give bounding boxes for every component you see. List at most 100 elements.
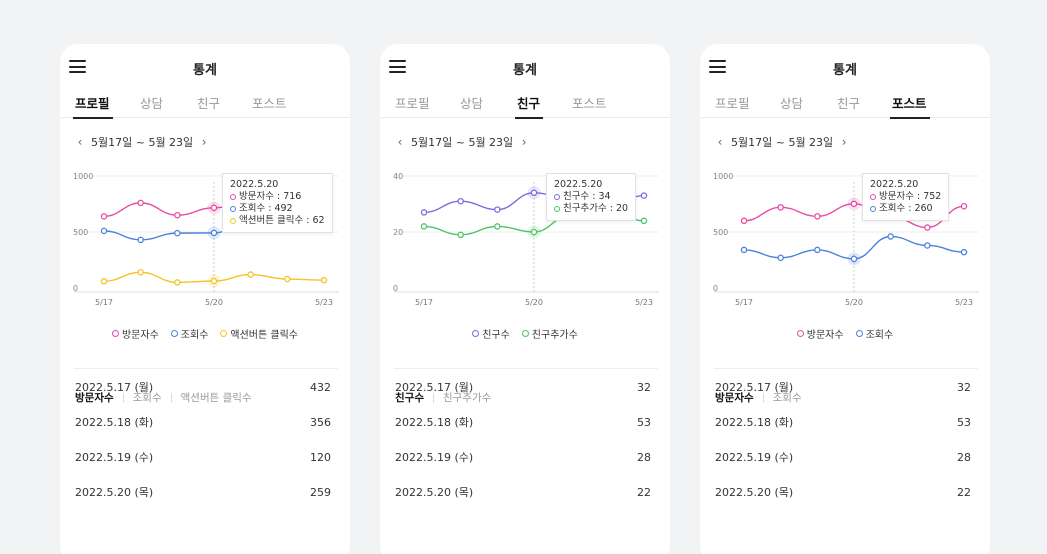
list-item[interactable]: 2022.5.20 (목) 22 — [715, 482, 971, 502]
hamburger-menu-icon[interactable] — [69, 60, 86, 73]
row-date: 2022.5.18 (화) — [715, 416, 794, 429]
data-point[interactable] — [640, 192, 648, 199]
y-tick-label: 40 — [393, 172, 403, 181]
data-point[interactable] — [137, 236, 144, 244]
tab-3[interactable]: 포스트 — [892, 96, 927, 111]
chevron-left-icon[interactable]: ‹ — [77, 135, 83, 149]
data-point[interactable] — [174, 211, 181, 219]
data-point[interactable] — [420, 209, 428, 216]
tab-3[interactable]: 포스트 — [572, 96, 607, 111]
data-point[interactable] — [494, 206, 501, 213]
data-point[interactable] — [924, 224, 931, 231]
data-point[interactable] — [174, 229, 181, 237]
legend-dot-icon — [855, 330, 863, 337]
data-point[interactable] — [420, 223, 428, 230]
legend-item[interactable]: 친구수 — [472, 326, 510, 341]
data-point[interactable] — [137, 269, 144, 276]
subtab-0[interactable]: 방문자수 — [715, 392, 754, 404]
data-point[interactable] — [850, 255, 858, 263]
legend-item[interactable]: 방문자수 — [111, 326, 159, 341]
subtab-1[interactable]: 조회수 — [772, 392, 802, 404]
tab-0[interactable]: 프로필 — [75, 96, 110, 111]
list-item[interactable]: 2022.5.17 (월) 432 — [75, 377, 331, 397]
data-point[interactable] — [850, 200, 858, 208]
x-tick-label: 5/17 — [735, 298, 753, 307]
legend-item[interactable]: 조회수 — [170, 326, 208, 341]
legend-item[interactable]: 친구추가수 — [521, 326, 578, 341]
list-item[interactable]: 2022.5.18 (화) 53 — [395, 412, 651, 432]
data-point[interactable] — [530, 228, 538, 236]
page-title: 통계 — [833, 63, 857, 78]
data-point[interactable] — [100, 227, 108, 235]
y-tick-label: 20 — [393, 228, 403, 237]
data-point[interactable] — [494, 223, 501, 230]
subtab-2[interactable]: 액션버튼 클릭수 — [180, 392, 252, 404]
tooltip-value: 방문자수 : 752 — [879, 191, 942, 202]
data-point[interactable] — [320, 276, 328, 284]
data-point[interactable] — [887, 233, 894, 240]
list-item[interactable]: 2022.5.17 (월) 32 — [395, 377, 651, 397]
data-point[interactable] — [814, 246, 821, 254]
data-point[interactable] — [100, 278, 108, 285]
tab-3[interactable]: 포스트 — [252, 96, 287, 111]
list-item[interactable]: 2022.5.19 (수) 28 — [395, 447, 651, 467]
list-item[interactable]: 2022.5.18 (화) 356 — [75, 412, 331, 432]
legend-item[interactable]: 방문자수 — [796, 326, 844, 341]
subtab-1[interactable]: 친구추가수 — [442, 392, 492, 404]
data-point[interactable] — [210, 229, 218, 237]
list-item[interactable]: 2022.5.19 (수) 120 — [75, 447, 331, 467]
data-point[interactable] — [457, 197, 464, 205]
chevron-left-icon[interactable]: ‹ — [717, 135, 723, 149]
data-point[interactable] — [740, 246, 748, 254]
subtab-0[interactable]: 방문자수 — [75, 392, 114, 404]
tab-2[interactable]: 친구 — [517, 96, 541, 111]
data-point[interactable] — [777, 204, 784, 211]
subtab-1[interactable]: 조회수 — [132, 392, 162, 404]
data-point[interactable] — [247, 271, 254, 278]
hamburger-menu-icon[interactable] — [389, 60, 406, 73]
data-point[interactable] — [924, 242, 931, 249]
legend-dot-icon — [230, 194, 236, 200]
tab-1[interactable]: 상담 — [460, 96, 484, 111]
list-item[interactable]: 2022.5.19 (수) 28 — [715, 447, 971, 467]
data-point[interactable] — [174, 279, 181, 286]
data-point[interactable] — [777, 254, 784, 262]
data-point[interactable] — [960, 248, 968, 256]
tab-1[interactable]: 상담 — [780, 96, 804, 111]
tab-0[interactable]: 프로필 — [395, 96, 430, 111]
legend-item[interactable]: 액션버튼 클릭수 — [220, 326, 298, 341]
data-point[interactable] — [137, 199, 144, 207]
metric-subtabs: 방문자수 조회수 — [715, 390, 802, 405]
hamburger-menu-icon[interactable] — [709, 60, 726, 73]
data-point[interactable] — [284, 275, 291, 283]
tab-2[interactable]: 친구 — [197, 96, 221, 111]
data-point[interactable] — [457, 231, 464, 239]
list-item[interactable]: 2022.5.20 (목) 22 — [395, 482, 651, 502]
tab-0[interactable]: 프로필 — [715, 96, 750, 111]
data-point[interactable] — [210, 277, 218, 285]
legend-item[interactable]: 조회수 — [855, 326, 893, 341]
tab-1[interactable]: 상담 — [140, 96, 164, 111]
legend-dot-icon — [870, 194, 876, 200]
data-point[interactable] — [740, 217, 748, 225]
row-date: 2022.5.20 (목) — [715, 486, 794, 499]
chevron-right-icon[interactable]: › — [521, 135, 527, 149]
list-item[interactable]: 2022.5.20 (목) 259 — [75, 482, 331, 502]
section-divider — [74, 368, 338, 369]
data-point[interactable] — [814, 213, 821, 220]
data-point[interactable] — [640, 217, 648, 225]
tab-2[interactable]: 친구 — [837, 96, 861, 111]
list-item[interactable]: 2022.5.18 (화) 53 — [715, 412, 971, 432]
chevron-right-icon[interactable]: › — [201, 135, 207, 149]
subtab-0[interactable]: 친구수 — [395, 392, 424, 404]
data-point[interactable] — [530, 189, 538, 197]
chevron-right-icon[interactable]: › — [841, 135, 847, 149]
legend-dot-icon — [230, 218, 236, 224]
x-tick-label: 5/20 — [525, 298, 543, 307]
data-point[interactable] — [960, 202, 968, 210]
chevron-left-icon[interactable]: ‹ — [397, 135, 403, 149]
list-item[interactable]: 2022.5.17 (월) 32 — [715, 377, 971, 397]
data-point[interactable] — [210, 204, 218, 212]
legend-dot-icon — [521, 330, 529, 337]
data-point[interactable] — [100, 213, 108, 220]
